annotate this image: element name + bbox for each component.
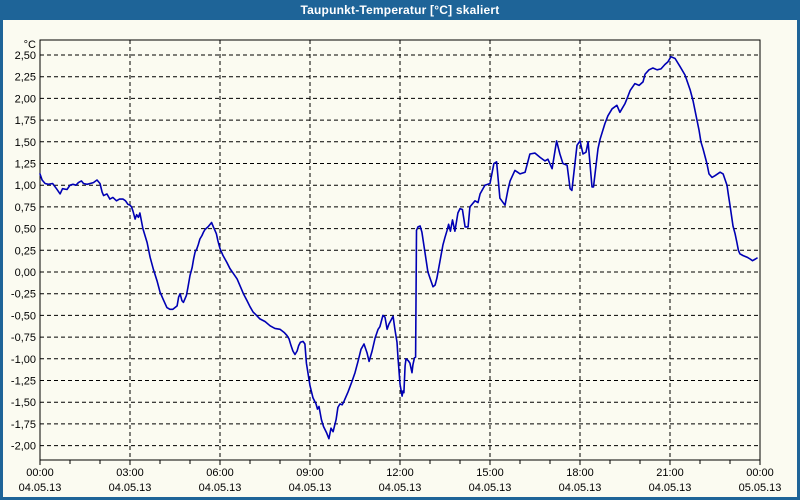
x-tick-time-label: 12:00 (386, 467, 414, 479)
x-tick-date-label: 04.05.13 (199, 482, 242, 494)
chart-title: Taupunkt-Temperatur [°C] skaliert (300, 3, 500, 17)
y-tick-label: -1,25 (11, 376, 36, 388)
y-tick-label: -0,75 (11, 332, 36, 344)
y-tick-label: -0,50 (11, 310, 36, 322)
y-tick-label: -1,00 (11, 354, 36, 366)
x-tick-time-label: 03:00 (116, 467, 144, 479)
x-tick-date-label: 05.05.13 (739, 482, 782, 494)
y-tick-label: 0,75 (15, 202, 36, 214)
y-tick-label: 2,00 (15, 93, 36, 105)
y-tick-label: -1,50 (11, 397, 36, 409)
x-tick-date-label: 04.05.13 (289, 482, 332, 494)
x-tick-date-label: 04.05.13 (379, 482, 422, 494)
title-bar: Taupunkt-Temperatur [°C] skaliert (3, 0, 797, 20)
x-tick-time-label: 15:00 (476, 467, 504, 479)
x-tick-time-label: 09:00 (296, 467, 324, 479)
y-tick-label: 0,00 (15, 267, 36, 279)
y-tick-label: 1,50 (15, 137, 36, 149)
dewpoint-line (39, 55, 758, 440)
y-tick-label: 2,25 (15, 72, 36, 84)
x-tick-time-label: 00:00 (746, 467, 774, 479)
chart-area: 2,50 2,25 2,00 1,75 1,50 1,25 1,00 0,75 0,50 0,25… (3, 20, 797, 497)
y-tick-label: 2,50 (15, 50, 36, 62)
x-tick-time-label: 06:00 (206, 467, 234, 479)
x-tick-time-label: 18:00 (566, 467, 594, 479)
y-tick-label: 1,75 (15, 115, 36, 127)
x-tick-date-label: 04.05.13 (469, 482, 512, 494)
y-tick-label: 0,25 (15, 245, 36, 257)
x-tick-date-label: 04.05.13 (19, 482, 62, 494)
x-tick-date-label: 04.05.13 (559, 482, 602, 494)
y-tick-label: 1,25 (15, 159, 36, 171)
y-tick-label: 1,00 (15, 180, 36, 192)
dewpoint-chart: 2,50 2,25 2,00 1,75 1,50 1,25 1,00 0,75 0,50 0,25… (11, 39, 782, 494)
y-tick-label: -0,25 (11, 289, 36, 301)
y-tick-label: -2,00 (11, 441, 36, 453)
y-axis-unit-label: °C (24, 39, 36, 51)
y-tick-label: -1,75 (11, 419, 36, 431)
x-tick-date-label: 04.05.13 (649, 482, 692, 494)
x-tick-time-label: 00:00 (26, 467, 54, 479)
x-tick-date-label: 04.05.13 (109, 482, 152, 494)
x-tick-time-label: 21:00 (656, 467, 684, 479)
y-tick-label: 0,50 (15, 224, 36, 236)
